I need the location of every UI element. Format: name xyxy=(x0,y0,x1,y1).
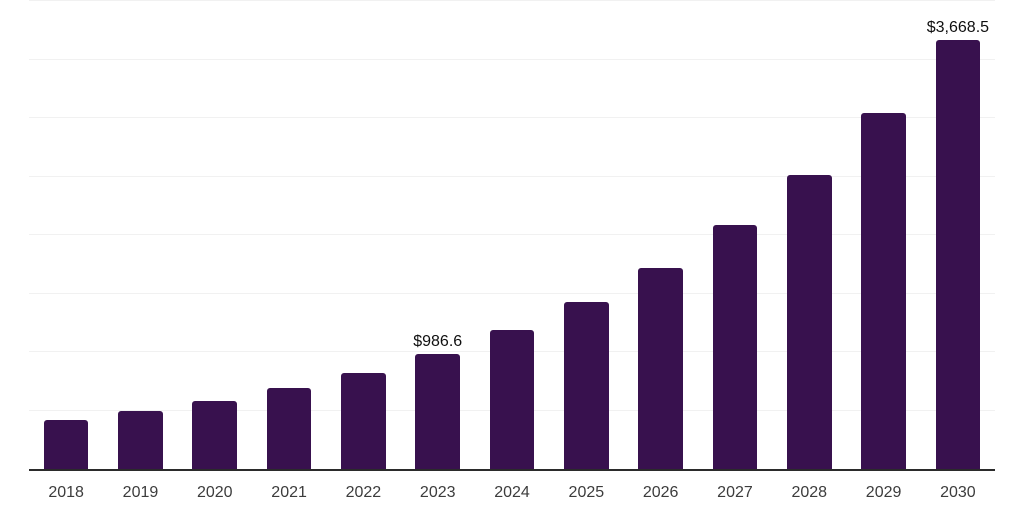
x-tick-label-2020: 2020 xyxy=(196,484,233,501)
x-tick-label-2021: 2021 xyxy=(271,484,307,501)
gridline-2000 xyxy=(29,234,995,235)
bar-2020 xyxy=(192,401,238,469)
bar-slot-2018 xyxy=(29,1,103,469)
bar-slot-2025 xyxy=(549,1,623,469)
x-tick-label-2024: 2024 xyxy=(494,484,530,501)
gridline-4000 xyxy=(29,0,995,1)
bar-2028 xyxy=(786,175,832,469)
bar-slot-2029 xyxy=(846,1,920,469)
x-axis-labels: 2018 2019 2020 2021 2022 2023 2024 2025 2026 2027… xyxy=(29,485,995,501)
x-tick-label-2022: 2022 xyxy=(345,484,382,501)
bar-slot-2026 xyxy=(624,1,698,469)
x-axis-line xyxy=(29,469,995,471)
bar-value-label-2030: $3,668.5 xyxy=(926,18,990,36)
bar-2030: $3,668.5 xyxy=(927,19,989,469)
x-tick-label-2030: 2030 xyxy=(940,484,976,501)
bars-row: $986.6 $3,668.5 xyxy=(29,1,995,469)
bar-slot-2021 xyxy=(252,1,326,469)
gridline-1500 xyxy=(29,292,995,294)
bar-2029 xyxy=(861,112,906,469)
bar-2023: $986.6 xyxy=(413,333,462,469)
x-tick-label-2027: 2027 xyxy=(717,484,753,501)
x-tick-label-2025: 2025 xyxy=(568,484,605,501)
bar-slot-2019 xyxy=(103,1,177,469)
gridline-2500 xyxy=(29,175,995,177)
bar-2025 xyxy=(564,301,609,469)
x-tick-label-2023: 2023 xyxy=(419,484,456,501)
x-tick-label-2026: 2026 xyxy=(642,484,679,501)
bar-slot-2027 xyxy=(698,1,772,469)
x-tick-label-2028: 2028 xyxy=(791,484,828,501)
bar-value-label-2023: $986.6 xyxy=(413,332,463,350)
x-tick-label-2029: 2029 xyxy=(865,484,902,501)
x-tick-label-2019: 2019 xyxy=(122,484,159,501)
gridline-3500 xyxy=(29,58,995,60)
bar-slot-2022 xyxy=(326,1,400,469)
bar-slot-2030: $3,668.5 xyxy=(921,1,995,469)
x-tick-label-2018: 2018 xyxy=(48,484,84,501)
bar-slot-2023: $986.6 xyxy=(401,1,475,469)
bar-2019 xyxy=(118,411,163,469)
bar-slot-2028 xyxy=(772,1,846,469)
gridline-3000 xyxy=(29,117,995,118)
bar-2026 xyxy=(638,267,683,469)
bar-2022 xyxy=(341,373,386,469)
bar-2024 xyxy=(489,330,535,469)
bar-slot-2020 xyxy=(178,1,252,469)
bar-2018 xyxy=(43,419,89,469)
plot-area: $986.6 $3,668.5 xyxy=(29,0,995,469)
bar-slot-2024 xyxy=(475,1,549,469)
bar-2021 xyxy=(266,388,312,469)
bar-2027 xyxy=(712,225,758,469)
